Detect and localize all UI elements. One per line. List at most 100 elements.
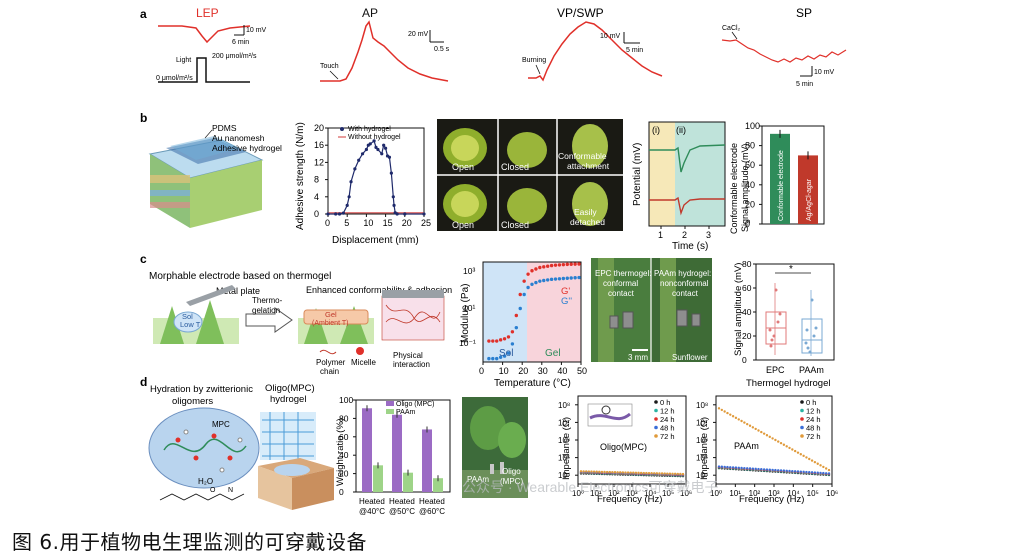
imp-ytick-label: 10⁴ xyxy=(696,471,709,480)
amp-ylabel-2: Signal amplitude (mV) xyxy=(740,143,750,232)
photo-label-closed-1: Closed xyxy=(501,162,529,172)
impedance-point xyxy=(808,457,811,461)
hydration-title-2: oligomers xyxy=(172,396,213,407)
w-cat-2b: @50°C xyxy=(389,507,415,516)
weight-bar xyxy=(433,478,443,492)
amp-bar-label: Conformable electrode xyxy=(778,150,785,221)
ap-scale-v-label: 20 mV xyxy=(408,31,429,38)
impedance-point xyxy=(740,419,743,423)
gprime-point xyxy=(561,262,566,267)
gdoubleprime-point xyxy=(561,276,566,281)
impL-inner: Oligo(MPC) xyxy=(600,442,647,452)
impedance-point xyxy=(605,470,609,474)
with-hydrogel-point xyxy=(349,180,353,184)
impedance-point xyxy=(779,469,783,472)
impedance-point xyxy=(616,471,619,474)
epc-point xyxy=(776,320,780,324)
amp-bar-label: Ag/AgCl-agar xyxy=(806,178,813,221)
vp-scale-t-label: 5 min xyxy=(626,47,643,54)
gdoubleprime-point xyxy=(557,277,562,281)
with-hydrogel-point xyxy=(376,147,380,152)
impedance-point xyxy=(782,443,786,446)
gprime-point xyxy=(549,263,554,268)
region-ii: (ii) xyxy=(676,125,686,135)
imp-ytick-label: 10⁶ xyxy=(558,436,570,445)
impedance-point xyxy=(653,472,656,475)
mod-xtick-label: 10 xyxy=(499,366,509,376)
w-ylabel: Weight ratio (%) xyxy=(335,418,346,486)
amp-ytick-label: 40 xyxy=(745,180,755,190)
impedance-point xyxy=(676,472,679,476)
amp-bar xyxy=(770,133,790,224)
leaf-label-paam: PAAm xyxy=(467,475,489,484)
gdoubleprime-point xyxy=(526,285,530,290)
impedance-point xyxy=(760,430,763,434)
sp-scale-t-label: 5 min xyxy=(796,81,813,88)
imp-legend-label: 0 h xyxy=(660,398,670,407)
low-t-label: Low T xyxy=(180,320,201,329)
photo-label-open-1: Open xyxy=(452,162,474,172)
region-i: (i) xyxy=(652,125,660,135)
impedance-point xyxy=(632,471,635,474)
impR-inner: PAAm xyxy=(734,441,759,451)
with-hydrogel-point xyxy=(384,146,388,150)
gprime-point xyxy=(557,263,562,267)
impedance-point xyxy=(740,466,743,470)
impedance-point xyxy=(799,453,802,456)
impedance-point xyxy=(774,468,777,472)
w-ytick-label: 0 xyxy=(339,487,344,497)
weight-bar xyxy=(403,472,413,492)
gdoubleprime-point xyxy=(530,282,534,286)
leaf-label-oligo-2: (MPC) xyxy=(500,477,523,486)
layer-hydrogel: Adhesive hydrogel xyxy=(212,143,282,153)
with-hydrogel-point xyxy=(387,155,392,159)
impedance-point xyxy=(737,466,740,470)
impedance-point xyxy=(791,469,794,473)
with-hydrogel-point xyxy=(360,152,365,156)
imp-ytick-label: 10⁵ xyxy=(558,454,570,463)
impedance-point xyxy=(793,449,797,453)
imp-xtick-label: 10⁰ xyxy=(572,489,584,498)
imp-legend-marker xyxy=(800,408,804,413)
mod-ytick-m1: 10⁻¹ xyxy=(459,338,476,348)
impedance-point xyxy=(743,421,746,424)
enhanced-label: Enhanced conformability & adhesion xyxy=(306,285,452,295)
impedance-point xyxy=(813,460,817,464)
gprime-point xyxy=(491,339,495,343)
potential-xlabel: Time (s) xyxy=(672,241,708,252)
sp-arrow xyxy=(731,31,738,40)
panel-b-label: b xyxy=(140,111,147,125)
w-cat-1a: Heated xyxy=(359,497,385,506)
panel-d-label: d xyxy=(140,375,147,389)
imp-legend-label: 12 h xyxy=(660,407,675,416)
with-hydrogel-point xyxy=(326,212,330,216)
impR-xlabel: Frequency (Hz) xyxy=(739,494,804,505)
impedance-point xyxy=(726,465,729,469)
amp-ytick-label: 20 xyxy=(745,199,755,209)
gprime-point xyxy=(542,265,546,269)
imp-legend-marker xyxy=(800,434,804,438)
legend-polymer-1: Polymer xyxy=(316,358,346,367)
adhesion-ytick-label: 20 xyxy=(314,123,324,133)
imp-xtick-label: 10⁵ xyxy=(662,489,674,498)
impedance-point xyxy=(663,472,666,475)
w-legend-oligo: Oligo (MPC) xyxy=(396,401,435,408)
epc-point xyxy=(768,328,772,332)
imp-legend-label: 72 h xyxy=(806,432,821,441)
impedance-point xyxy=(647,471,651,475)
gdoubleprime-point xyxy=(498,355,503,359)
gel-region-label: Gel xyxy=(545,348,561,359)
impedance-point xyxy=(729,413,732,416)
gprime-point xyxy=(495,339,499,343)
with-hydrogel-point xyxy=(347,195,351,199)
impedance-point xyxy=(655,472,659,475)
potential-chart xyxy=(648,121,726,229)
gprime-point xyxy=(506,335,511,339)
amp-ylabel-1: Conformable electrode xyxy=(729,143,739,234)
mod-xtick-label: 0 xyxy=(479,366,484,376)
mod-ytick-1: 10¹ xyxy=(463,303,475,313)
polymer-chain-glyph xyxy=(319,349,337,355)
impedance-point xyxy=(810,459,814,462)
gprime-point xyxy=(545,264,550,268)
impedance-point xyxy=(777,440,780,443)
